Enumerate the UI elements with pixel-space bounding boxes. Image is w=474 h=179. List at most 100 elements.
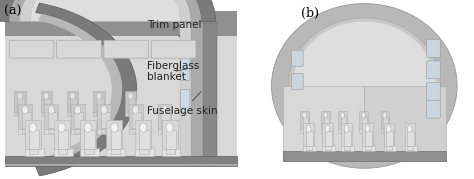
FancyBboxPatch shape	[17, 112, 24, 115]
Ellipse shape	[48, 106, 55, 114]
Wedge shape	[36, 3, 137, 176]
FancyBboxPatch shape	[365, 130, 372, 146]
FancyBboxPatch shape	[191, 23, 202, 166]
Text: Fuselage skin: Fuselage skin	[147, 91, 218, 116]
FancyBboxPatch shape	[202, 23, 217, 166]
FancyBboxPatch shape	[71, 103, 85, 129]
FancyBboxPatch shape	[18, 103, 32, 129]
FancyBboxPatch shape	[405, 145, 417, 151]
FancyBboxPatch shape	[180, 23, 191, 166]
FancyBboxPatch shape	[56, 40, 101, 58]
FancyBboxPatch shape	[110, 149, 120, 154]
FancyBboxPatch shape	[162, 148, 181, 156]
Polygon shape	[283, 86, 365, 161]
FancyBboxPatch shape	[303, 123, 314, 146]
FancyBboxPatch shape	[363, 145, 374, 151]
FancyBboxPatch shape	[45, 103, 58, 129]
FancyBboxPatch shape	[157, 103, 172, 129]
FancyBboxPatch shape	[48, 129, 56, 133]
Ellipse shape	[341, 112, 344, 118]
Ellipse shape	[166, 123, 173, 132]
FancyBboxPatch shape	[321, 128, 331, 133]
FancyBboxPatch shape	[306, 130, 313, 146]
Ellipse shape	[365, 125, 370, 132]
FancyBboxPatch shape	[25, 148, 44, 156]
FancyBboxPatch shape	[14, 111, 28, 116]
FancyBboxPatch shape	[71, 128, 87, 134]
Ellipse shape	[325, 125, 330, 132]
Ellipse shape	[128, 93, 133, 99]
FancyBboxPatch shape	[44, 98, 51, 111]
FancyBboxPatch shape	[22, 129, 30, 133]
FancyBboxPatch shape	[93, 91, 105, 112]
FancyBboxPatch shape	[427, 39, 440, 57]
FancyBboxPatch shape	[321, 110, 330, 129]
FancyBboxPatch shape	[125, 111, 138, 116]
FancyBboxPatch shape	[100, 112, 110, 128]
FancyBboxPatch shape	[324, 117, 329, 129]
FancyBboxPatch shape	[70, 98, 77, 111]
FancyBboxPatch shape	[324, 129, 328, 132]
Text: (a): (a)	[4, 5, 21, 18]
FancyBboxPatch shape	[381, 128, 390, 133]
FancyBboxPatch shape	[80, 120, 96, 149]
Ellipse shape	[272, 4, 457, 168]
FancyBboxPatch shape	[100, 129, 109, 133]
FancyBboxPatch shape	[74, 112, 83, 128]
FancyBboxPatch shape	[341, 145, 354, 151]
Ellipse shape	[161, 106, 168, 114]
FancyBboxPatch shape	[58, 130, 68, 149]
FancyBboxPatch shape	[139, 149, 149, 154]
FancyBboxPatch shape	[5, 11, 237, 166]
FancyBboxPatch shape	[54, 148, 73, 156]
FancyBboxPatch shape	[359, 110, 368, 129]
Ellipse shape	[84, 123, 91, 132]
FancyBboxPatch shape	[58, 149, 67, 154]
FancyBboxPatch shape	[383, 129, 388, 132]
FancyBboxPatch shape	[104, 40, 149, 58]
FancyBboxPatch shape	[181, 90, 190, 113]
Wedge shape	[9, 0, 201, 21]
FancyBboxPatch shape	[80, 148, 99, 156]
FancyBboxPatch shape	[106, 120, 122, 149]
FancyBboxPatch shape	[97, 128, 113, 134]
Polygon shape	[365, 86, 446, 161]
Ellipse shape	[111, 123, 118, 132]
FancyBboxPatch shape	[344, 130, 351, 146]
FancyBboxPatch shape	[301, 110, 309, 129]
FancyBboxPatch shape	[70, 112, 77, 115]
Wedge shape	[0, 0, 216, 21]
FancyBboxPatch shape	[407, 146, 413, 150]
FancyBboxPatch shape	[338, 128, 348, 133]
FancyBboxPatch shape	[362, 129, 366, 132]
FancyBboxPatch shape	[407, 130, 414, 146]
FancyBboxPatch shape	[67, 91, 79, 112]
FancyBboxPatch shape	[84, 149, 94, 154]
FancyBboxPatch shape	[135, 120, 151, 149]
FancyBboxPatch shape	[325, 146, 331, 150]
FancyBboxPatch shape	[301, 128, 310, 133]
FancyBboxPatch shape	[9, 40, 54, 58]
FancyBboxPatch shape	[84, 130, 95, 149]
FancyBboxPatch shape	[306, 146, 312, 150]
FancyBboxPatch shape	[67, 111, 81, 116]
FancyBboxPatch shape	[162, 120, 178, 149]
FancyBboxPatch shape	[96, 112, 103, 115]
Ellipse shape	[18, 93, 23, 99]
Ellipse shape	[306, 125, 311, 132]
FancyBboxPatch shape	[383, 123, 394, 146]
FancyBboxPatch shape	[161, 129, 169, 133]
Ellipse shape	[96, 93, 101, 99]
Ellipse shape	[292, 21, 436, 150]
Ellipse shape	[362, 112, 365, 118]
FancyBboxPatch shape	[363, 123, 373, 146]
FancyBboxPatch shape	[386, 130, 393, 146]
FancyBboxPatch shape	[427, 61, 440, 79]
FancyBboxPatch shape	[383, 117, 388, 129]
FancyBboxPatch shape	[302, 117, 308, 129]
FancyBboxPatch shape	[405, 123, 415, 146]
FancyBboxPatch shape	[96, 98, 104, 111]
FancyBboxPatch shape	[97, 103, 111, 129]
FancyBboxPatch shape	[5, 11, 237, 36]
Wedge shape	[20, 0, 191, 21]
